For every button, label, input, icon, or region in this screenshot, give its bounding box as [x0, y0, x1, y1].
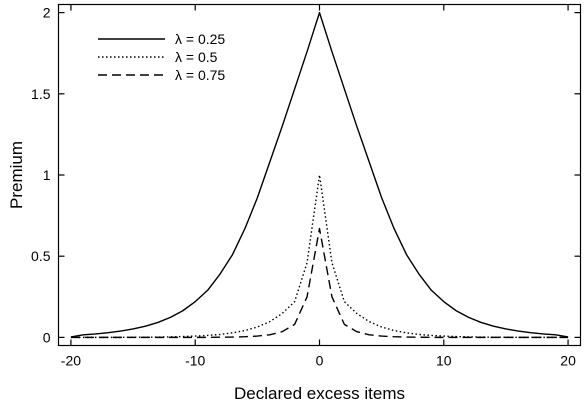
legend-label-3: λ = 0.75	[175, 67, 225, 83]
legend: λ = 0.25 λ = 0.5 λ = 0.75	[98, 31, 225, 83]
y-axis-label: Premium	[7, 141, 26, 209]
series-line-2	[70, 174, 569, 339]
y-tick-label: 0.5	[31, 248, 51, 264]
y-tick-label: 2	[43, 5, 51, 21]
x-tick-label: -20	[61, 353, 81, 369]
legend-label-2: λ = 0.5	[175, 49, 218, 65]
x-tick-label: 20	[560, 353, 576, 369]
series-layer	[70, 11, 569, 339]
x-tick-label: 0	[316, 353, 324, 369]
series-line-3	[70, 227, 569, 339]
legend-label-1: λ = 0.25	[175, 31, 225, 47]
x-tick-label: -10	[185, 353, 205, 369]
x-tick-label: 10	[436, 353, 452, 369]
plot-frame	[57, 3, 582, 347]
y-tick-label: 1	[43, 167, 51, 183]
x-axis-label: Declared excess items	[234, 384, 405, 403]
axis-ticks: -20 -10 0 10 20 0 0.5 1 1.5 2	[31, 4, 581, 369]
series-line-1	[70, 11, 569, 338]
y-tick-label: 0	[43, 329, 51, 345]
y-tick-label: 1.5	[31, 86, 51, 102]
